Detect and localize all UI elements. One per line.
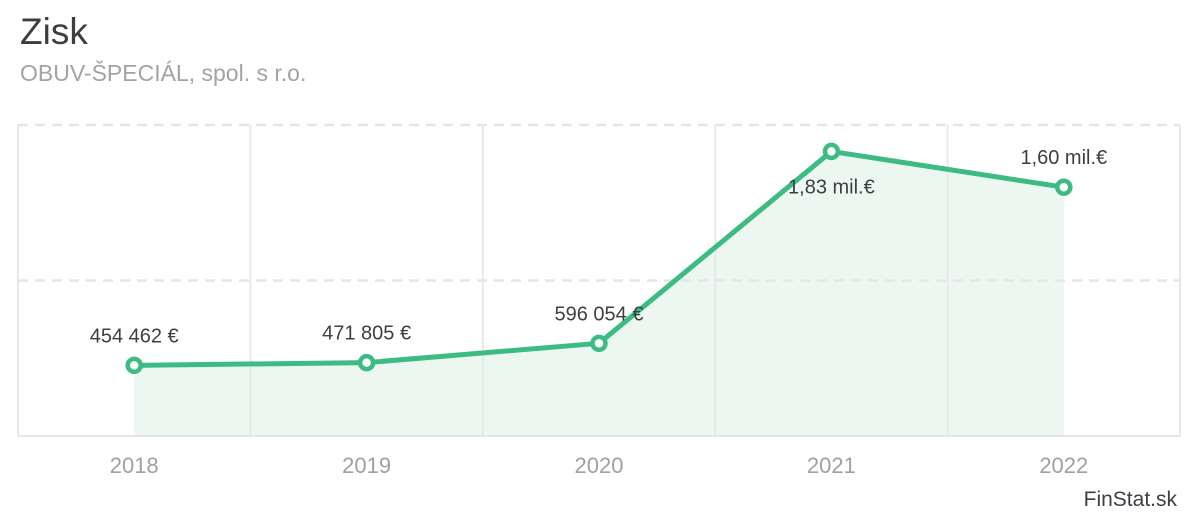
value-label-2022: 1,60 mil.€ (1020, 147, 1107, 169)
data-point-2021[interactable] (822, 142, 841, 161)
data-point-2018[interactable] (125, 356, 143, 375)
area-fill (134, 151, 1064, 436)
chart-header: Zisk OBUV-ŠPECIÁL, spol. s r.o. (20, 11, 307, 87)
x-tick-2018: 2018 (110, 453, 159, 478)
data-point-2019[interactable] (357, 353, 376, 372)
data-point-2020[interactable] (590, 334, 608, 353)
x-tick-2019: 2019 (342, 453, 391, 478)
company-name: OBUV-ŠPECIÁL, spol. s r.o. (20, 60, 307, 86)
x-tick-2022: 2022 (1039, 453, 1088, 478)
x-tick-2021: 2021 (807, 453, 856, 478)
finstat-logo-text[interactable]: FinStat.sk (1083, 488, 1177, 511)
value-label-2020: 596 054 € (555, 303, 644, 325)
page-title: Zisk (20, 11, 88, 52)
x-tick-2020: 2020 (575, 453, 624, 478)
data-point-2022[interactable] (1055, 178, 1073, 196)
value-label-2019: 471 805 € (322, 323, 411, 345)
value-label-2018: 454 462 € (90, 325, 179, 347)
value-label-2021: 1,83 mil.€ (788, 176, 875, 198)
